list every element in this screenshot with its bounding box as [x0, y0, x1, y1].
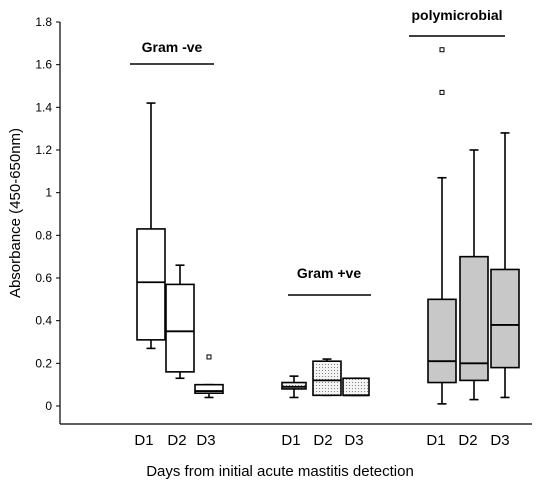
iqr-box — [342, 377, 370, 397]
y-tick-label: 1.8 — [35, 15, 52, 29]
category-label: D3 — [196, 432, 215, 449]
y-tick-label: 0.4 — [35, 314, 52, 328]
group-label: polymicrobial — [411, 7, 502, 23]
iqr-box — [136, 228, 166, 341]
y-axis-title: Absorbance (450-650nm) — [7, 128, 24, 298]
iqr-box — [312, 360, 342, 397]
group-label: Gram +ve — [297, 265, 361, 281]
category-label: D3 — [344, 432, 363, 449]
iqr-box — [281, 381, 307, 390]
x-axis-title: Days from initial acute mastitis detecti… — [146, 463, 414, 480]
group-label: Gram -ve — [142, 39, 203, 55]
box-1-d1 — [136, 102, 166, 350]
category-label: D2 — [458, 432, 477, 449]
y-tick-label: 1 — [45, 186, 52, 200]
category-label: D1 — [134, 432, 153, 449]
iqr-box — [490, 268, 520, 369]
outlier-point — [206, 354, 212, 360]
box-2-d3 — [342, 377, 370, 397]
y-tick-label: 0.6 — [35, 271, 52, 285]
iqr-box — [427, 298, 457, 384]
y-tick-label: 1.4 — [35, 100, 52, 114]
box-3-d3 — [490, 132, 520, 399]
iqr-box — [459, 255, 489, 382]
y-tick-label: 1.6 — [35, 58, 52, 72]
group-labels: Gram -ve Gram +ve polymicrobial — [130, 7, 505, 296]
category-label: D1 — [281, 432, 300, 449]
category-label: D2 — [167, 432, 186, 449]
category-label: D3 — [490, 432, 509, 449]
y-tick-label: 0 — [45, 399, 52, 413]
category-labels: D1 D2 D3 D1 D2 D3 D1 D2 D3 — [134, 432, 509, 449]
box-plot-series — [136, 47, 520, 405]
box-2-d2 — [312, 358, 342, 397]
category-label: D1 — [426, 432, 445, 449]
outlier-point — [439, 89, 445, 95]
box-2-d1 — [281, 375, 307, 399]
y-tick-label: 0.2 — [35, 356, 52, 370]
box-1-d3 — [194, 354, 224, 399]
outlier-point — [439, 47, 445, 53]
y-tick-label: 0.8 — [35, 228, 52, 242]
iqr-box — [194, 383, 224, 394]
y-tick-label: 1.2 — [35, 143, 52, 157]
box-3-d1 — [427, 47, 457, 405]
iqr-box — [165, 283, 195, 373]
category-label: D2 — [313, 432, 332, 449]
box-3-d2 — [459, 149, 489, 401]
y-axis-ticks: 0 0.2 0.4 0.6 0.8 1 1.2 1.4 1.6 1.8 — [35, 15, 60, 413]
box-1-d2 — [165, 264, 195, 380]
